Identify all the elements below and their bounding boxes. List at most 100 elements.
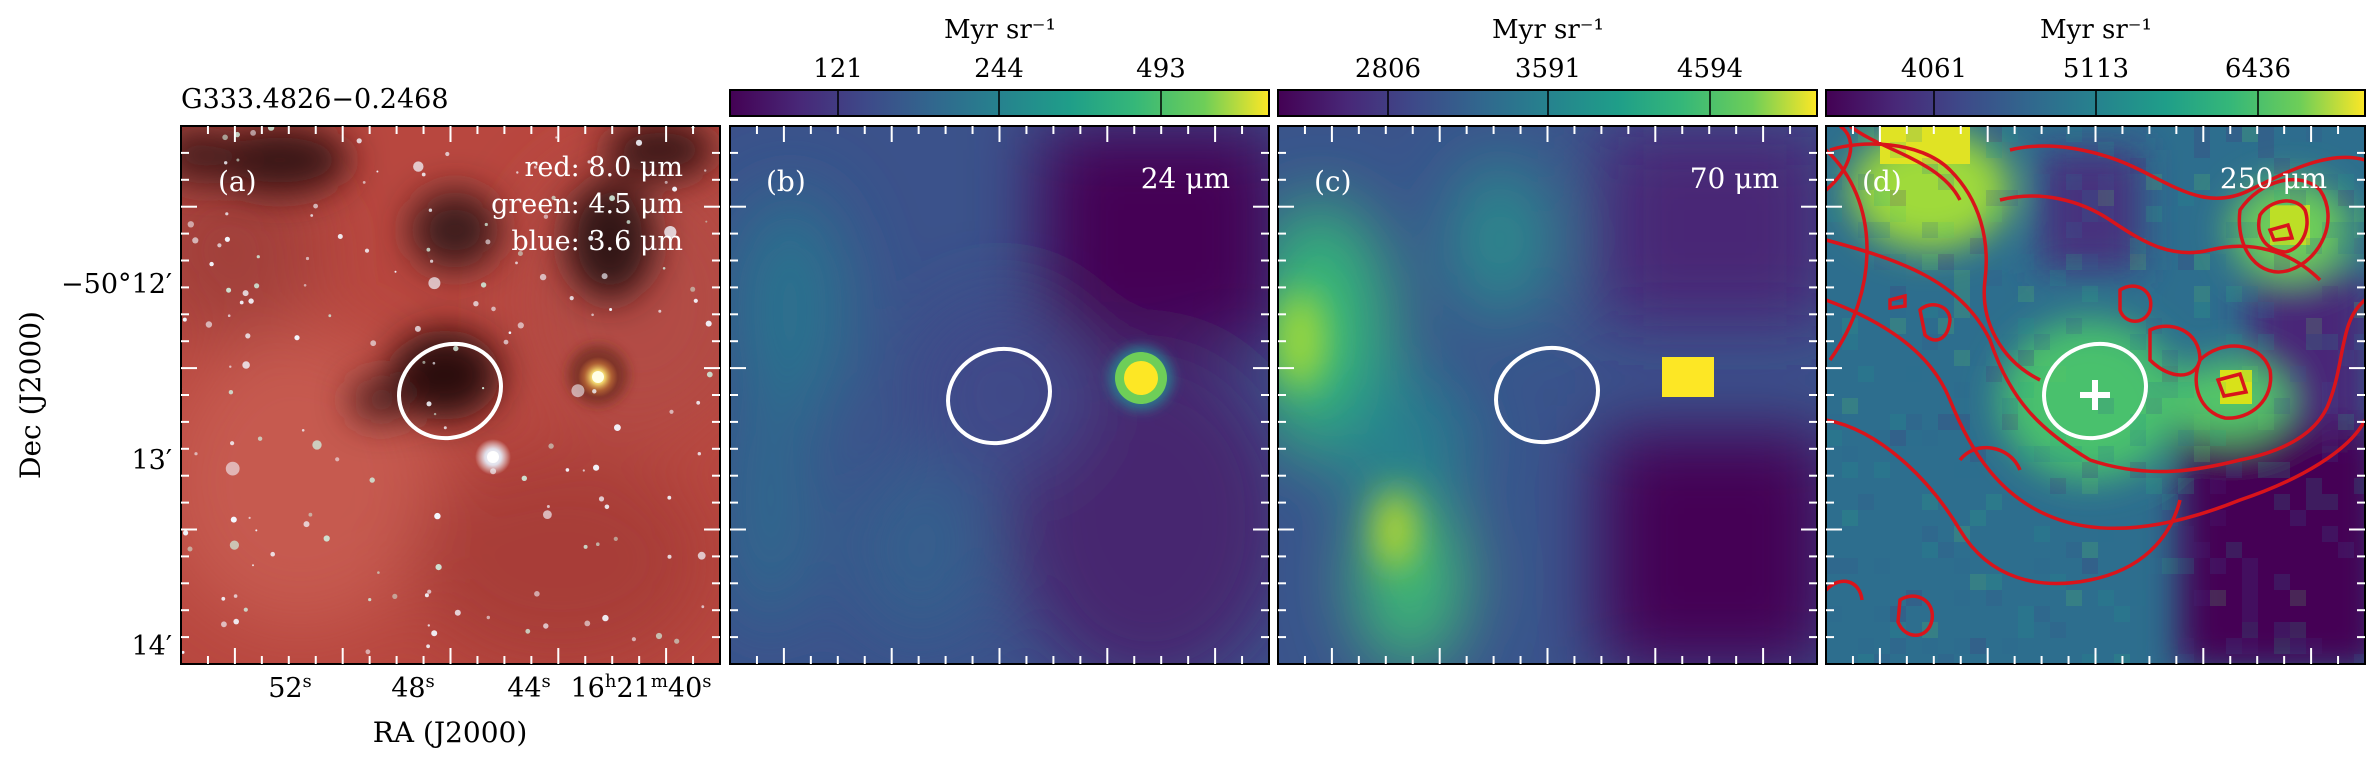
star-point [209,261,214,267]
star-point [424,593,429,598]
panel-d-contours [1826,126,2365,637]
image-pixel [2178,430,2194,446]
image-pixel [2226,462,2242,478]
star-point [480,282,487,288]
star-point [364,248,370,253]
image-pixel [2098,398,2114,414]
star-point [533,165,537,169]
image-pixel [2034,174,2050,190]
image-pixel [2258,462,2274,478]
image-pixel [2146,478,2162,494]
x-axis-label: RA (J2000) [373,716,528,749]
image-pixel [2242,606,2258,622]
dec-tick-label-2: 13′ [132,445,173,476]
image-pixel [2114,606,2130,622]
image-pixel [1954,270,1970,286]
star-point [515,261,518,265]
star-point [294,335,300,341]
image-pixel [2242,590,2258,606]
image-pixel [2306,334,2322,350]
ra-tick-label-3: 44s [507,671,551,704]
star-point [543,623,549,629]
image-pixel [1922,222,1938,238]
star-point [655,632,663,640]
image-pixel [2338,414,2354,430]
star-point [243,607,248,612]
image-pixel [2194,542,2210,558]
image-pixel [2146,158,2162,174]
star-point [635,139,643,146]
star-point [551,195,556,200]
star-point [674,638,680,644]
star-point [301,429,305,432]
panel-a-legend-red: red: 8.0 μm [524,152,683,183]
image-pixel [2178,478,2194,494]
image-pixel [2018,286,2034,302]
star-point [414,325,421,332]
star-point [706,371,713,378]
image-pixel [2178,254,2194,270]
image-pixel [2082,254,2098,270]
star-point [696,400,701,405]
image-pixel [2018,622,2034,638]
image-pixel [2034,606,2050,622]
star-point [604,504,610,510]
panel-a-legend-green: green: 4.5 μm [491,189,683,220]
image-pixel [2050,366,2066,382]
image-pixel [2162,382,2178,398]
image-pixel [2002,414,2018,430]
image-pixel [1874,606,1890,622]
image-pixel [1986,270,2002,286]
image-pixel [2226,286,2242,302]
image-pixel [2322,286,2338,302]
image-pixel [2338,174,2354,190]
star-point [248,516,251,520]
image-pixel [1954,590,1970,606]
image-pixel [1970,238,1986,254]
star-point [221,621,227,628]
star-point [226,287,232,293]
star-point [690,286,696,292]
star-point [503,339,509,345]
star-point [303,521,310,528]
image-pixel [1970,574,1986,590]
image-pixel [2034,350,2050,366]
image-pixel [1826,606,1842,622]
star-point [242,361,250,369]
image-pixel [2098,590,2114,606]
image-pixel [2034,558,2050,574]
star-point [428,208,433,212]
image-pixel [1842,510,1858,526]
image-pixel [2050,446,2066,462]
image-pixel [2274,398,2290,414]
image-pixel [2306,478,2322,494]
star-point [584,620,591,627]
image-pixel [2146,206,2162,222]
image-pixel [2018,350,2034,366]
image-pixel [2338,190,2354,206]
star-point [482,387,485,390]
image-pixel [2146,558,2162,574]
image-pixel [2210,254,2226,270]
star-point [239,300,244,305]
image-pixel [2258,414,2274,430]
star-point [525,628,531,634]
image-pixel [2066,318,2082,334]
star-point [431,630,438,637]
image-pixel [1874,222,1890,238]
star-point [267,126,275,131]
star-point [508,331,512,335]
star-point [377,571,380,574]
star-point [593,464,600,471]
colorbar-b-tick-2: 244 [974,54,1024,84]
image-pixel [2178,382,2194,398]
image-pixel [2354,478,2365,494]
star-point [539,273,547,281]
star-point [413,161,424,172]
star-point [228,390,234,395]
image-pixel [1842,462,1858,478]
image-pixel [2274,494,2290,510]
star-point [181,650,185,654]
image-pixel [2130,254,2146,270]
image-pixel [1890,638,1906,654]
